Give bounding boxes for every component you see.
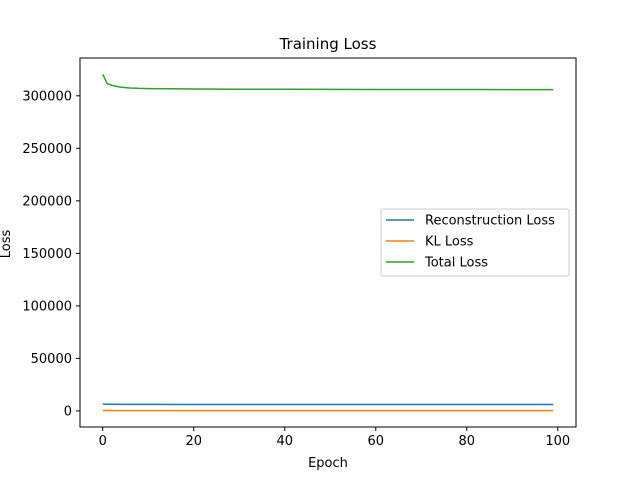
y-tick-label-2: 100000 (22, 299, 72, 314)
x-axis-ticks: 0 20 40 60 80 100 (99, 427, 570, 449)
y-tick-label-3: 150000 (22, 247, 72, 262)
y-axis-ticks: 0 50000 100000 150000 200000 250000 300000 (22, 89, 80, 419)
legend: Reconstruction Loss KL Loss Total Loss (380, 208, 570, 277)
x-tick-label-1: 20 (185, 434, 202, 449)
x-axis-label: Epoch (308, 456, 348, 471)
legend-frame (380, 208, 570, 277)
series-lines (102, 73, 554, 412)
plot-area (79, 57, 577, 428)
series-line-2 (102, 73, 554, 91)
x-tick-label-2: 40 (276, 434, 293, 449)
legend-label-0: Reconstruction Loss (425, 214, 555, 229)
chart-title: Training Loss (279, 35, 377, 53)
y-tick-label-0: 0 (64, 404, 72, 419)
x-tick-label-5: 100 (545, 434, 570, 449)
legend-label-1: KL Loss (425, 235, 474, 250)
y-tick-label-4: 200000 (22, 194, 72, 209)
legend-label-2: Total Loss (424, 256, 488, 271)
y-tick-label-1: 50000 (31, 352, 72, 367)
y-axis-label: Loss (0, 230, 14, 259)
x-tick-label-0: 0 (99, 434, 107, 449)
x-tick-label-4: 80 (459, 434, 476, 449)
y-tick-label-6: 300000 (22, 89, 72, 104)
x-tick-label-3: 60 (368, 434, 385, 449)
y-tick-label-5: 250000 (22, 142, 72, 157)
